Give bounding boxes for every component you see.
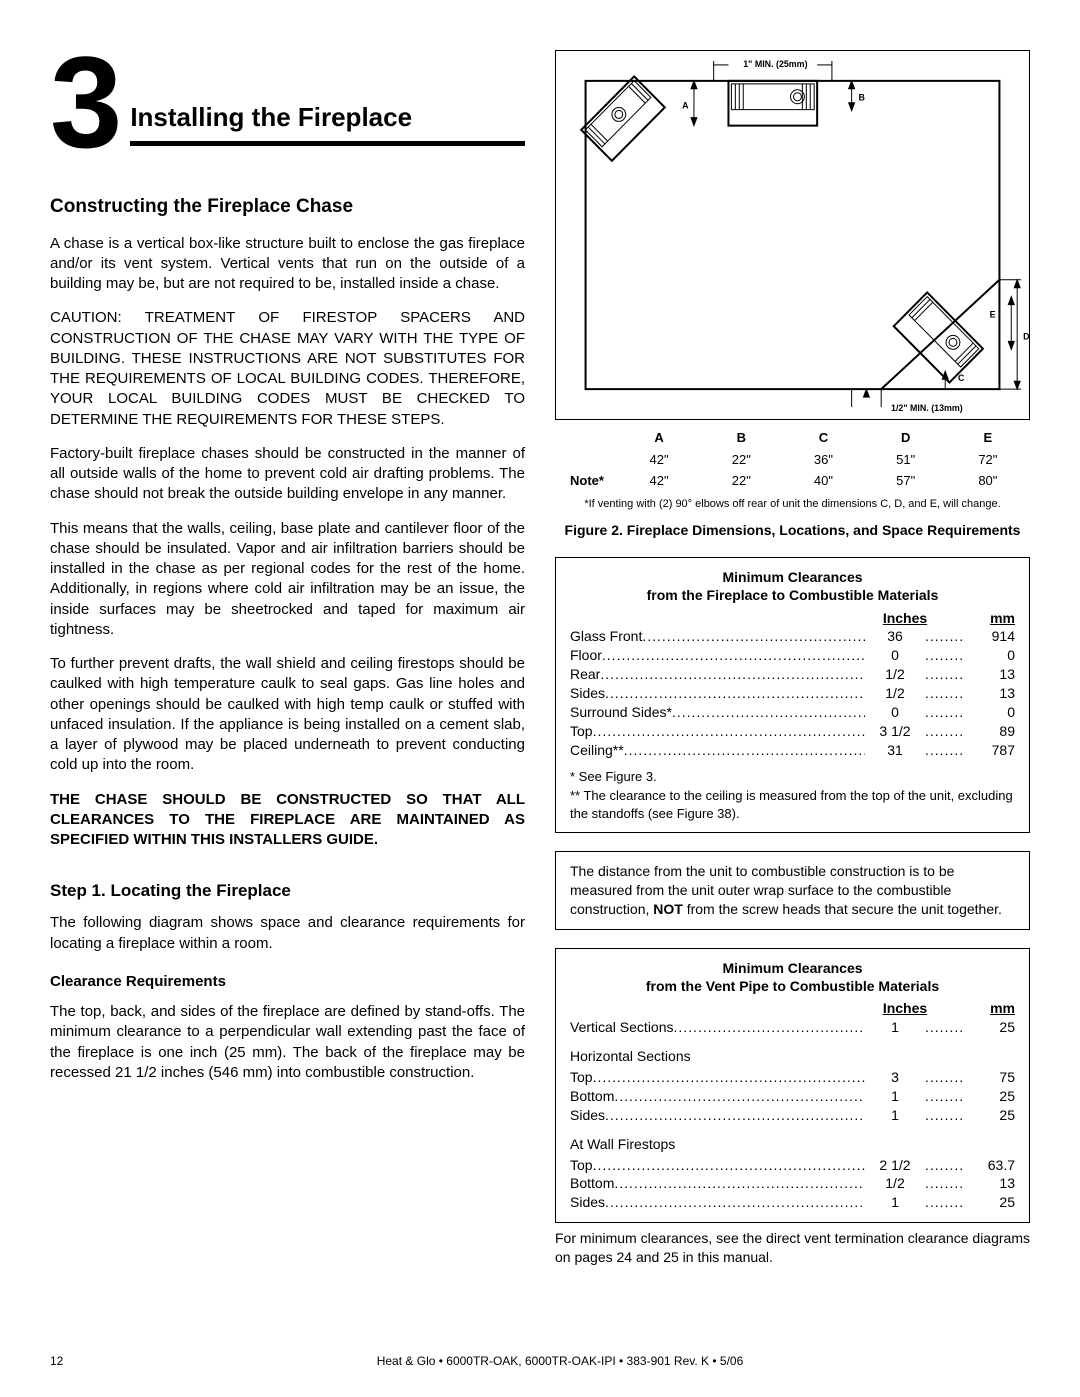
- svg-text:1/2" MIN. (13mm): 1/2" MIN. (13mm): [891, 403, 963, 413]
- body-text: A chase is a vertical box-like structure…: [50, 234, 525, 295]
- table-row: Sides...................................…: [570, 1193, 1015, 1212]
- svg-text:E: E: [990, 310, 996, 320]
- body-text: Factory-built fireplace chases should be…: [50, 444, 525, 505]
- figure-2: 1" MIN. (25mm): [555, 50, 1030, 539]
- table-row: Rear....................................…: [570, 665, 1015, 684]
- svg-text:C: C: [958, 373, 965, 383]
- box-title: Minimum Clearancesfrom the Vent Pipe to …: [570, 959, 1015, 995]
- page-footer: 12 Heat & Glo • 6000TR-OAK, 6000TR-OAK-I…: [50, 1353, 1030, 1369]
- table-row: Sides...................................…: [570, 684, 1015, 703]
- figure-caption: Figure 2. Fireplace Dimensions, Location…: [555, 521, 1030, 539]
- emphasis-text: THE CHASE SHOULD BE CONSTRUCTED SO THAT …: [50, 790, 525, 851]
- table-row: Bottom..................................…: [570, 1174, 1015, 1193]
- box-note: * See Figure 3.: [570, 768, 1015, 786]
- table-row: Vertical Sections.......................…: [570, 1018, 1015, 1037]
- table-row: Top.....................................…: [570, 1068, 1015, 1087]
- dimension-table: A B C D E 42"22"36"51"72" Note* 42"22"40…: [555, 426, 1030, 493]
- table-row: Surround Sides*.........................…: [570, 703, 1015, 722]
- section-heading: Constructing the Fireplace Chase: [50, 194, 525, 220]
- section-label: Horizontal Sections: [570, 1047, 1015, 1066]
- body-text: For minimum clearances, see the direct v…: [555, 1229, 1030, 1267]
- sub-heading: Clearance Requirements: [50, 972, 525, 992]
- clearances-fireplace-box: Minimum Clearancesfrom the Fireplace to …: [555, 557, 1030, 833]
- chapter-number: 3: [50, 50, 118, 154]
- table-row: Glass Front.............................…: [570, 627, 1015, 646]
- diagram-top-label: 1" MIN. (25mm): [743, 59, 807, 69]
- clearances-vent-box: Minimum Clearancesfrom the Vent Pipe to …: [555, 948, 1030, 1223]
- table-row: Note* 42"22"40"57"80": [557, 471, 1028, 491]
- table-row: Bottom..................................…: [570, 1087, 1015, 1106]
- dimension-note: *If venting with (2) 90° elbows off rear…: [555, 497, 1030, 511]
- body-text: The top, back, and sides of the fireplac…: [50, 1002, 525, 1083]
- body-text: The following diagram shows space and cl…: [50, 913, 525, 954]
- body-text: This means that the walls, ceiling, base…: [50, 519, 525, 641]
- table-row: 42"22"36"51"72": [557, 450, 1028, 470]
- table-row: Top.....................................…: [570, 1156, 1015, 1175]
- box-title: Minimum Clearancesfrom the Fireplace to …: [570, 568, 1015, 604]
- section-label: At Wall Firestops: [570, 1135, 1015, 1154]
- table-row: Top.....................................…: [570, 722, 1015, 741]
- table-row: Sides...................................…: [570, 1106, 1015, 1125]
- measurement-note-box: The distance from the unit to combustibl…: [555, 851, 1030, 930]
- table-row: Ceiling**...............................…: [570, 741, 1015, 760]
- chapter-underline: [130, 141, 525, 146]
- table-header: Inchesmm: [570, 999, 1015, 1018]
- body-text: To further prevent drafts, the wall shie…: [50, 654, 525, 776]
- footer-text: Heat & Glo • 6000TR-OAK, 6000TR-OAK-IPI …: [90, 1353, 1030, 1369]
- svg-text:D: D: [1023, 331, 1029, 341]
- page-number: 12: [50, 1353, 90, 1369]
- chapter-title: Installing the Fireplace: [130, 100, 525, 135]
- table-row: Floor...................................…: [570, 646, 1015, 665]
- chapter-heading: 3 Installing the Fireplace: [50, 50, 525, 154]
- svg-text:A: A: [682, 101, 689, 111]
- step-heading: Step 1. Locating the Fireplace: [50, 880, 525, 903]
- caution-text: CAUTION: TREATMENT OF FIRESTOP SPACERS A…: [50, 308, 525, 430]
- box-note: ** The clearance to the ceiling is measu…: [570, 787, 1015, 822]
- svg-text:B: B: [859, 93, 866, 103]
- table-header: Inchesmm: [570, 609, 1015, 628]
- fireplace-diagram: 1" MIN. (25mm): [555, 50, 1030, 420]
